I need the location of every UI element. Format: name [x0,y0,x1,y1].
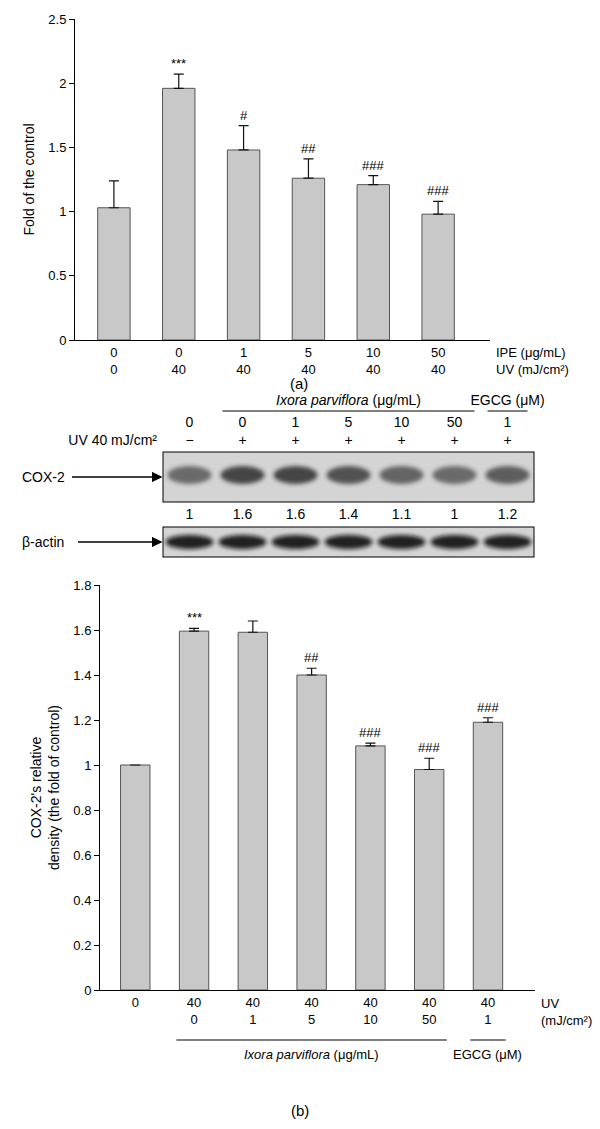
svg-text:2: 2 [59,76,66,91]
svg-text:+: + [450,432,458,448]
svg-text:1: 1 [504,414,512,430]
svg-text:1.4: 1.4 [73,668,91,683]
svg-text:+: + [503,432,511,448]
svg-text:##: ## [301,141,316,156]
svg-text:0.4: 0.4 [73,893,91,908]
svg-text:###: ### [477,700,499,715]
svg-text:###: ### [362,158,384,173]
svg-text:−: − [185,432,193,448]
svg-text:###: ### [359,725,381,740]
svg-text:0: 0 [59,333,66,348]
svg-text:Ixora parviflora (μg/mL): Ixora parviflora (μg/mL) [276,392,421,408]
svg-text:+: + [291,432,299,448]
svg-text:0.6: 0.6 [73,848,91,863]
svg-text:5: 5 [345,414,353,430]
svg-text:UV (mJ/cm²): UV (mJ/cm²) [496,362,569,377]
svg-text:1.6: 1.6 [233,506,253,522]
svg-text:0.2: 0.2 [73,938,91,953]
svg-text:Fold of the control: Fold of the control [21,123,37,235]
svg-text:***: *** [171,56,186,71]
svg-text:##: ## [304,650,319,665]
svg-text:401: 401 [481,995,495,1027]
svg-text:0: 0 [84,983,91,998]
svg-text:#: # [240,108,248,123]
svg-text:2.5: 2.5 [48,12,66,27]
svg-text:10: 10 [394,414,410,430]
svg-text:1: 1 [186,506,194,522]
svg-text:EGCG (μM): EGCG (μM) [453,1047,522,1062]
svg-text:1.1: 1.1 [392,506,412,522]
svg-text:1.2: 1.2 [73,713,91,728]
svg-text:1.5: 1.5 [48,140,66,155]
svg-text:4050: 4050 [422,995,436,1027]
svg-text:1.6: 1.6 [73,623,91,638]
svg-text:***: *** [187,610,202,625]
svg-text:1.6: 1.6 [286,506,306,522]
svg-text:0: 0 [239,414,247,430]
svg-text:+: + [238,432,246,448]
svg-text:540: 540 [301,345,315,377]
svg-text:4010: 4010 [363,995,377,1027]
svg-text:1.8: 1.8 [73,578,91,593]
svg-text:1.4: 1.4 [339,506,359,522]
svg-text:0: 0 [186,414,194,430]
svg-text:Ixora parviflora (μg/mL): Ixora parviflora (μg/mL) [244,1047,379,1062]
svg-text:00: 00 [110,345,117,377]
svg-text:1: 1 [84,758,91,773]
svg-text:0.8: 0.8 [73,803,91,818]
svg-text:50: 50 [447,414,463,430]
svg-text:0.5: 0.5 [48,268,66,283]
svg-text:1040: 1040 [366,345,380,377]
svg-text:(a): (a) [290,375,308,392]
svg-text:###: ### [427,183,449,198]
svg-text:+: + [344,432,352,448]
svg-text:(b): (b) [291,1102,309,1119]
svg-text:+: + [397,432,405,448]
svg-text:1: 1 [59,204,66,219]
svg-text:5040: 5040 [431,345,445,377]
svg-text:040: 040 [172,345,186,377]
svg-text:UV 40 mJ/cm²: UV 40 mJ/cm² [68,432,157,448]
svg-text:IPE (μg/mL): IPE (μg/mL) [496,345,566,360]
svg-text:1.2: 1.2 [498,506,518,522]
svg-text:###: ### [418,740,440,755]
svg-text:EGCG (μM): EGCG (μM) [470,392,544,408]
svg-text:405: 405 [304,995,318,1027]
svg-text:140: 140 [236,345,250,377]
svg-text:401: 401 [246,995,260,1027]
svg-text:COX-2: COX-2 [22,469,65,485]
svg-text:400: 400 [187,995,201,1027]
svg-text:COX-2's relativedensity (the f: COX-2's relativedensity (the fold of con… [28,705,62,870]
svg-text:0: 0 [132,995,139,1010]
svg-text:1: 1 [292,414,300,430]
svg-text:1: 1 [451,506,459,522]
svg-text:β-actin: β-actin [22,534,64,550]
svg-text:UV(mJ/cm²): UV(mJ/cm²) [541,996,592,1028]
